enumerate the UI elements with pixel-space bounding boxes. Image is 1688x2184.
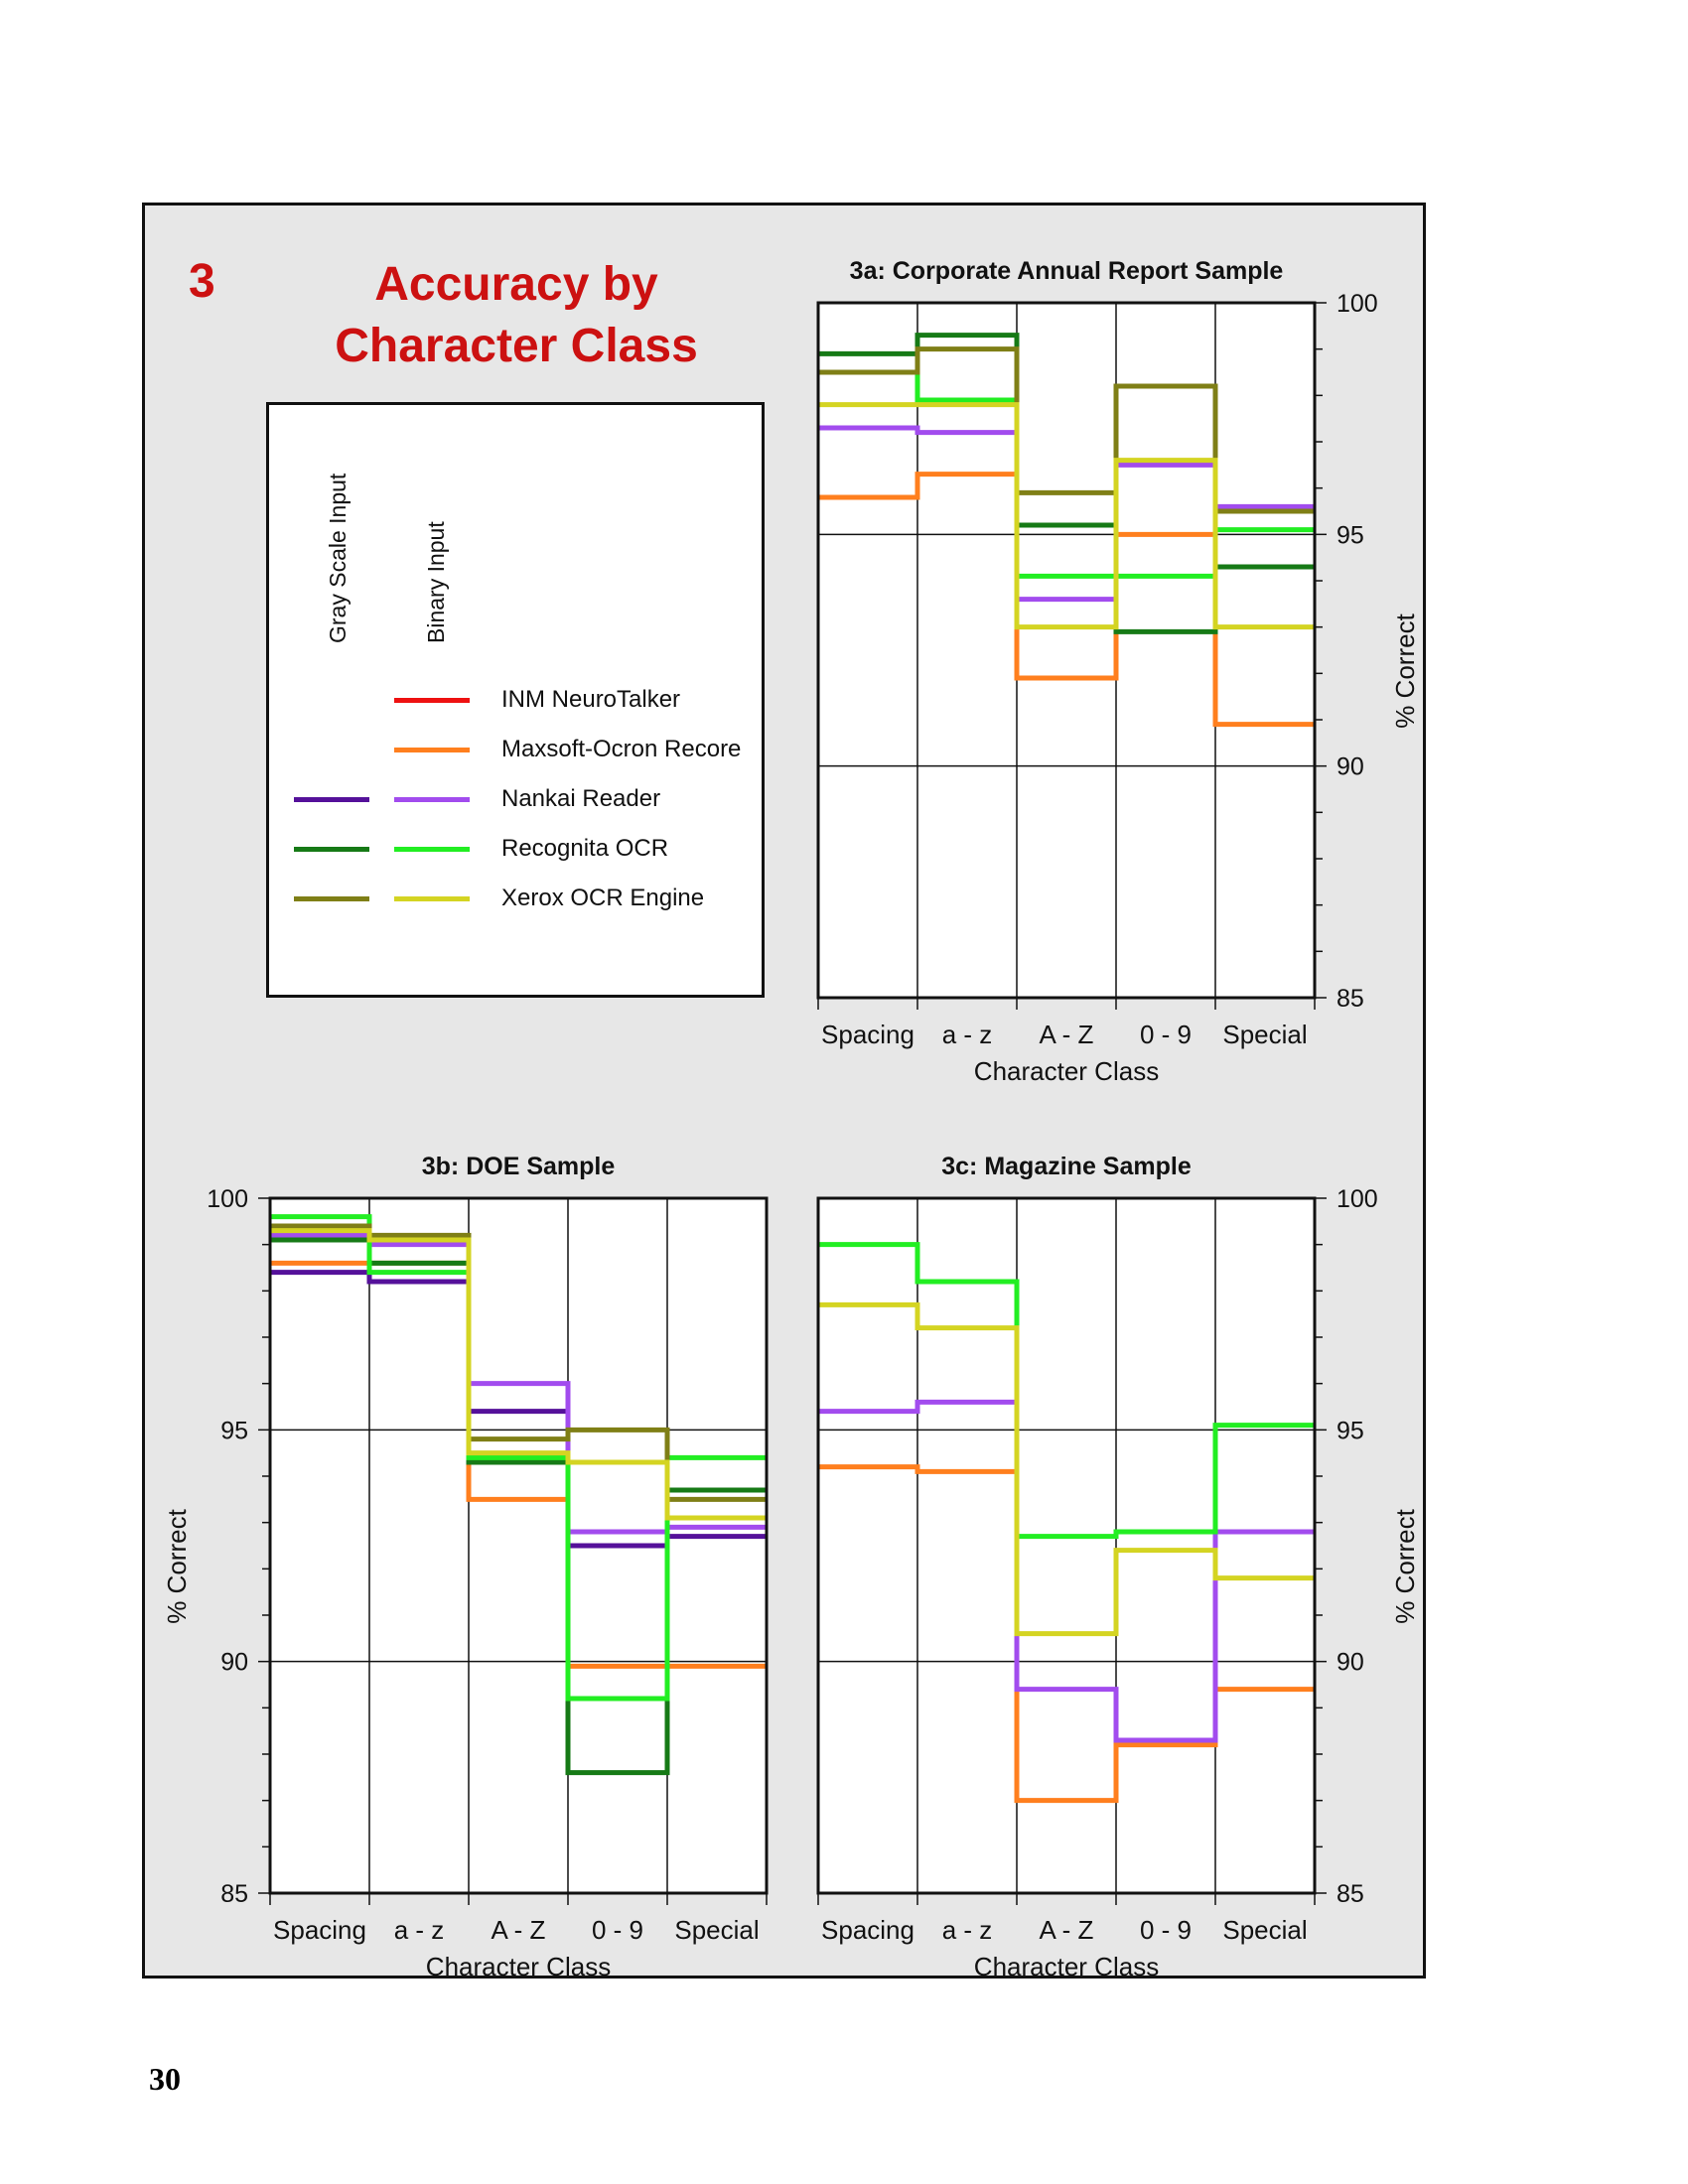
x-tick-label: A - Z [1040, 1020, 1094, 1049]
legend-binary-swatch [394, 748, 470, 752]
x-tick-label: Special [1222, 1915, 1307, 1945]
chart-title: 3b: DOE Sample [422, 1153, 616, 1180]
y-tick-label: 100 [207, 1185, 248, 1213]
series-line-recognita-ocr-binary [818, 1242, 1315, 1540]
legend-entry-nankai-reader: Nankai Reader [269, 785, 762, 815]
x-tick-label: A - Z [492, 1915, 546, 1945]
legend-binary-swatch [394, 896, 470, 901]
figure-number: 3 [189, 255, 215, 308]
x-axis-label: Character Class [974, 1952, 1159, 1981]
chart-2: 85 90 95 100 % Correct Spacing a - z A - Z 0 - 9… [162, 1153, 769, 1981]
x-tick-label: a - z [394, 1915, 445, 1945]
x-tick-label: Spacing [273, 1915, 366, 1945]
legend-entry-inm-neurotalker: INM NeuroTalker [269, 686, 762, 716]
plot-frame [816, 301, 1317, 1000]
legend-binary-swatch [394, 698, 470, 703]
series-line-nankai-reader-binary [818, 1399, 1315, 1743]
y-tick-label: 85 [1336, 985, 1364, 1013]
plot-area [818, 303, 1315, 998]
legend-gray-swatch [294, 847, 369, 852]
y-tick-label: 95 [1336, 1417, 1364, 1444]
y-tick-label: 100 [1336, 1185, 1378, 1213]
legend-label: Recognita OCR [501, 835, 669, 862]
plot-area [818, 1198, 1315, 1893]
figure-title-line-2: Character Class [335, 320, 698, 372]
y-axis-label: % Correct [1390, 1508, 1420, 1623]
legend-binary-swatch [394, 797, 470, 802]
x-tick-label: 0 - 9 [1140, 1020, 1192, 1049]
chart-1: 85 90 95 100 % Correct Spacing a - z A - Z 0 - 9… [816, 257, 1420, 1086]
x-tick-label: A - Z [1040, 1915, 1094, 1945]
legend-binary-swatch [394, 847, 470, 852]
x-tick-label: a - z [942, 1915, 993, 1945]
legend: Gray Scale Input Binary Input INM NeuroT… [266, 402, 765, 998]
x-tick-label: a - z [942, 1020, 993, 1049]
y-tick-label: 90 [1336, 753, 1364, 781]
legend-gray-swatch [294, 896, 369, 901]
chart-title: 3a: Corporate Annual Report Sample [850, 257, 1284, 285]
figure-title-line-1: Accuracy by [374, 258, 658, 311]
legend-label: Nankai Reader [501, 785, 661, 812]
legend-label: Maxsoft-Ocron Recore [501, 736, 742, 762]
legend-entry-recognita-ocr: Recognita OCR [269, 835, 762, 865]
series-line-xerox-ocr-engine-gray [818, 346, 1315, 514]
series-line-xerox-ocr-engine-binary [818, 402, 1315, 630]
legend-entry-xerox-ocr-engine: Xerox OCR Engine [269, 885, 762, 914]
series-line-recognita-ocr-binary [270, 1214, 767, 1702]
x-tick-label: Special [1222, 1020, 1307, 1049]
series-line-xerox-ocr-engine-binary [818, 1301, 1315, 1637]
chart-3: 85 90 95 100 % Correct Spacing a - z A - Z 0 - 9… [816, 1153, 1420, 1981]
plot-area [270, 1198, 767, 1893]
x-tick-label: Spacing [821, 1915, 914, 1945]
y-tick-label: 100 [1336, 290, 1378, 318]
legend-gray-swatch [294, 797, 369, 802]
x-tick-label: 0 - 9 [1140, 1915, 1192, 1945]
chart-title: 3c: Magazine Sample [941, 1153, 1192, 1180]
y-tick-label: 85 [220, 1880, 248, 1908]
x-axis-label: Character Class [426, 1952, 611, 1981]
plot-frame [816, 1196, 1317, 1895]
x-tick-label: Spacing [821, 1020, 914, 1049]
legend-label: Xerox OCR Engine [501, 885, 705, 911]
x-axis-label: Character Class [974, 1056, 1159, 1086]
y-tick-label: 95 [1336, 521, 1364, 549]
legend-entry-maxsoft-ocron-recore: Maxsoft-Ocron Recore [269, 736, 762, 765]
y-tick-label: 90 [1336, 1649, 1364, 1677]
x-tick-label: Special [674, 1915, 759, 1945]
y-tick-label: 85 [1336, 1880, 1364, 1908]
page-number: 30 [149, 2061, 181, 2097]
legend-label: INM NeuroTalker [501, 686, 681, 713]
y-tick-label: 95 [220, 1417, 248, 1444]
y-axis-label: % Correct [162, 1508, 192, 1623]
plot-frame [268, 1196, 769, 1895]
y-axis-label: % Correct [1390, 613, 1420, 728]
series-line-xerox-ocr-engine-binary [270, 1228, 767, 1521]
x-tick-label: 0 - 9 [592, 1915, 643, 1945]
y-tick-label: 90 [220, 1649, 248, 1677]
